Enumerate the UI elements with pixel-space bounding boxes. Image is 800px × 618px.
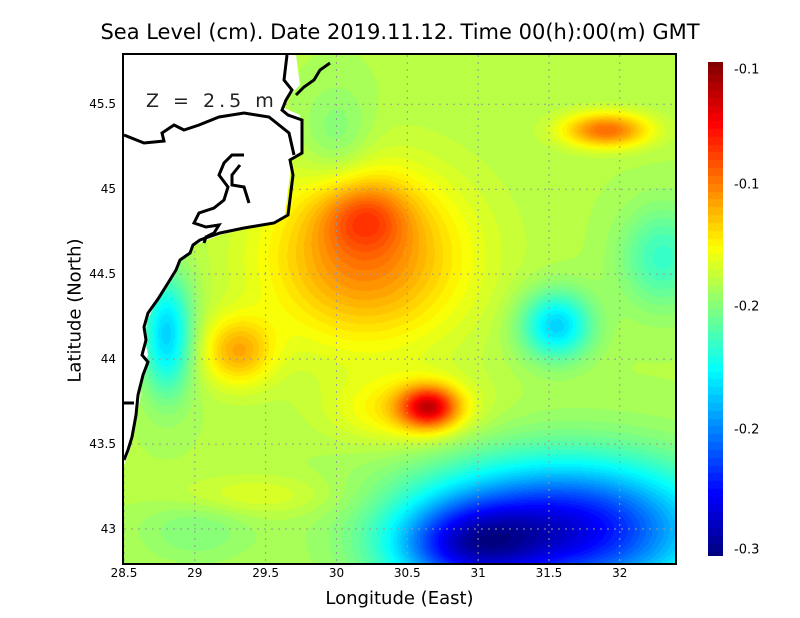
y-tick-label: 43.5 — [89, 437, 116, 452]
colorbar-tick-label: -0.1 — [734, 177, 760, 193]
map-title: Sea Level (cm). Date 2019.11.12. Time 00… — [100, 20, 700, 44]
x-tick-label: 29 — [187, 566, 203, 580]
y-tick-label: 45.5 — [89, 97, 116, 112]
coastline — [124, 55, 331, 461]
y-tick-label: 45 — [100, 182, 116, 197]
y-tick-label: 44 — [100, 352, 116, 367]
x-axis-label: Longitude (East) — [325, 588, 474, 609]
x-tick-label: 32 — [612, 566, 628, 580]
x-tick-label: 31.5 — [535, 566, 563, 580]
y-tick-label: 43 — [100, 522, 116, 537]
y-axis-label: Latitude (North) — [64, 238, 86, 383]
colorbar-tick-label: -0.2 — [734, 299, 760, 315]
colorbar-tick-label: -0.1 — [734, 62, 760, 78]
colorbar — [708, 62, 723, 556]
x-tick-label: 29.5 — [252, 566, 279, 580]
x-tick-label: 30 — [328, 566, 345, 580]
depth-label: Z = 2.5 m — [146, 90, 278, 112]
x-tick-label: 31 — [470, 566, 486, 580]
plot-frame — [122, 53, 677, 565]
colorbar-tick-label: -0.2 — [734, 422, 760, 438]
colorbar-tick-label: -0.3 — [734, 542, 760, 558]
y-tick-label: 44.5 — [89, 267, 116, 282]
x-tick-label: 28.5 — [110, 566, 138, 580]
x-tick-label: 30.5 — [393, 566, 421, 580]
land-mask — [124, 55, 302, 465]
map-overlay — [124, 55, 675, 563]
